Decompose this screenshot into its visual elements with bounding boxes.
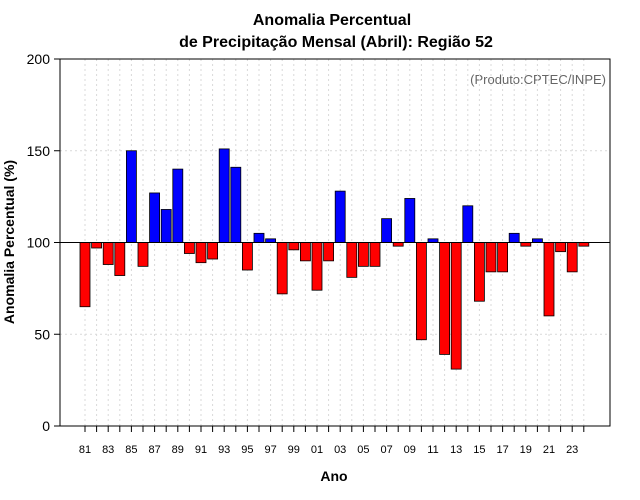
- bar-82: [91, 242, 102, 249]
- bar-89: [172, 168, 184, 243]
- bar-99: [288, 242, 300, 251]
- x-tick-label: 21: [543, 444, 555, 456]
- bar-18: [508, 232, 520, 243]
- bar-20: [532, 238, 543, 243]
- x-tick-label: 05: [357, 444, 369, 456]
- bar-81: [79, 242, 91, 308]
- x-tick-label: 03: [334, 444, 346, 456]
- plot-frame: [59, 58, 611, 427]
- x-tick-label: 09: [404, 444, 416, 456]
- bar-88: [160, 209, 172, 243]
- x-tick-label: 87: [148, 444, 160, 456]
- y-tick-label: 150: [27, 143, 51, 159]
- x-tick-label: 85: [125, 444, 137, 456]
- bar-91: [195, 242, 207, 264]
- bar-12: [439, 242, 451, 355]
- bar-97: [265, 238, 277, 243]
- bar-24: [578, 242, 590, 247]
- x-tick-label: 13: [450, 444, 462, 456]
- x-tick-label: 11: [427, 444, 438, 456]
- bar-11: [427, 238, 439, 243]
- bar-10: [415, 242, 427, 341]
- chart-title-line1: Anomalia Percentual: [253, 12, 411, 29]
- bar-23: [566, 242, 578, 273]
- bar-96: [253, 232, 265, 243]
- bars-group: [79, 148, 590, 370]
- bar-08: [392, 242, 404, 247]
- bar-98: [276, 242, 288, 295]
- bar-22: [555, 242, 566, 253]
- x-tick-label: 91: [195, 444, 207, 456]
- y-tick-label: 0: [42, 418, 50, 434]
- bar-04: [346, 242, 358, 278]
- x-tick-label: 81: [79, 444, 91, 456]
- x-tick-label: 93: [218, 444, 230, 456]
- bar-02: [323, 242, 335, 262]
- bar-21: [543, 242, 555, 317]
- bar-90: [183, 242, 195, 254]
- bar-06: [369, 242, 381, 267]
- bar-83: [102, 242, 114, 265]
- x-tick-label: 15: [473, 444, 485, 456]
- bar-15: [473, 242, 485, 302]
- bar-86: [137, 242, 149, 267]
- bar-03: [334, 190, 346, 243]
- x-tick-label: 17: [496, 444, 508, 456]
- x-tick-label: 97: [264, 444, 276, 456]
- bar-94: [230, 166, 242, 243]
- y-tick-label: 50: [34, 326, 50, 342]
- x-ticks: 81 83 85 87 89 91 93 95 97 99 01 03 05 07 09 11 13 15 17 19…: [79, 426, 585, 456]
- bar-14: [462, 205, 474, 243]
- bar-85: [126, 150, 137, 243]
- grid-lines: [60, 59, 610, 426]
- bar-92: [207, 242, 219, 260]
- bar-13: [450, 242, 462, 370]
- bar-95: [241, 242, 253, 271]
- bar-84: [114, 242, 126, 276]
- bar-09: [404, 198, 416, 243]
- x-tick-label: 19: [520, 444, 532, 456]
- chart-title-line2: de Precipitação Mensal (Abril): Região 5…: [179, 34, 493, 51]
- x-tick-label: 01: [311, 444, 323, 456]
- bar-93: [218, 148, 230, 243]
- x-axis-label: Ano: [320, 468, 347, 484]
- x-tick-label: 07: [380, 444, 392, 456]
- y-tick-label: 200: [27, 51, 51, 67]
- bar-16: [485, 242, 497, 273]
- x-tick-label: 95: [241, 444, 253, 456]
- y-tick-label: 100: [27, 235, 51, 251]
- bar-19: [520, 242, 532, 247]
- bar-01: [311, 242, 323, 291]
- bar-05: [357, 242, 369, 267]
- y-ticks: 0 50 100 150 200: [27, 51, 60, 434]
- bar-87: [149, 192, 161, 243]
- bar-17: [497, 242, 509, 273]
- x-tick-label: 23: [566, 444, 578, 456]
- bar-00: [299, 242, 311, 262]
- x-tick-label: 99: [288, 444, 300, 456]
- x-tick-label: 89: [172, 444, 184, 456]
- x-tick-label: 83: [102, 444, 114, 456]
- y-axis-label: Anomalia Percentual (%): [1, 160, 17, 324]
- bar-07: [381, 218, 393, 243]
